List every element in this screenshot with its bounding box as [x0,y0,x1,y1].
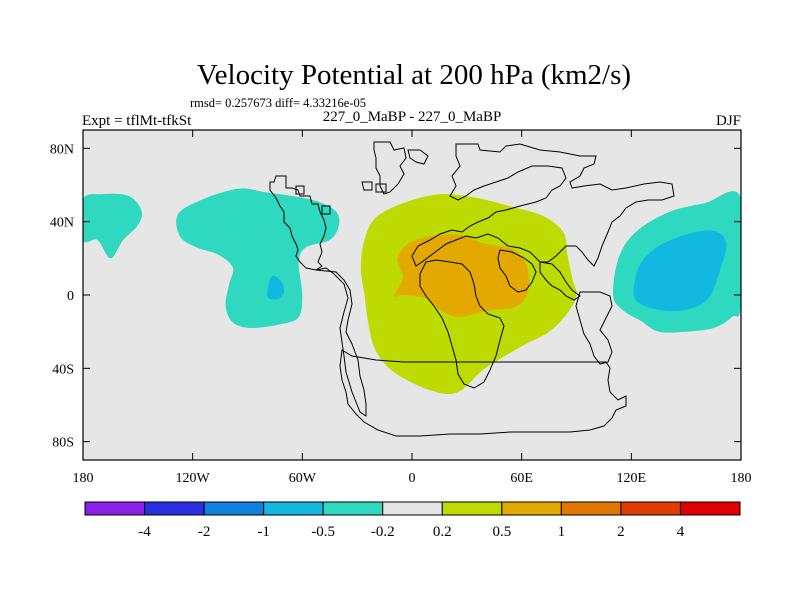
y-tick-label: 40S [52,362,74,377]
colorbar-swatch [84,501,146,516]
coastline-south-america [315,267,367,417]
x-tick-label: 180 [731,471,752,486]
y-axis: 80N 40N 0 40S 80S [50,142,741,451]
y-tick-label: 0 [67,289,74,304]
comparison-label: 227_0_MaBP - 227_0_MaBP [323,109,502,125]
colorbar-label: -0.2 [371,524,395,540]
colorbar-swatch [620,501,681,516]
coastline-eurasia [411,143,675,267]
coastline-arctic-islands [295,181,387,215]
colorbar-label: -2 [198,524,211,540]
x-tick-label: 120W [176,471,211,486]
colorbar-label: -0.5 [311,524,335,540]
colorbar-label: 2 [617,524,625,540]
colorbar-label: -1 [257,524,270,540]
season-label: DJF [716,113,741,129]
experiment-label: Expt = tflMt-tfkSt [82,113,192,129]
colorbar-label: 4 [677,524,685,540]
x-axis: 180 120W 60W 0 60E 120E 180 [73,130,752,486]
colorbar-swatch [322,501,384,516]
y-tick-label: 80N [50,142,74,157]
coastline-australia-antarctic [339,349,627,437]
colorbar-swatch [679,501,741,516]
x-tick-label: 180 [73,471,94,486]
coastline-greenland-east [407,149,429,165]
colorbar-swatch [501,501,562,516]
colorbar-label: -4 [138,524,151,540]
colorbar-label: 0.5 [492,524,511,540]
x-tick-label: 60W [289,471,317,486]
colorbar-label: 1 [558,524,566,540]
colorbar-swatch [441,501,503,516]
x-tick-label: 0 [409,471,416,486]
x-tick-label: 120E [617,471,647,486]
colorbar-label: 0.2 [433,524,452,540]
colorbar-swatch [263,501,324,516]
contour-region-pacific-east-neg [176,188,340,329]
coastline-north-america [269,175,327,271]
contour-fills [83,188,741,395]
y-tick-label: 80S [52,436,74,451]
x-tick-label: 60E [510,471,533,486]
colorbar-swatch [144,501,205,516]
stats-line: rmsd= 0.257673 diff= 4.33216e-05 [190,96,366,110]
coastline-southeast-asia [539,261,581,301]
colorbar: -4 -2 -1 -0.5 -0.2 0.2 0.5 1 2 4 [84,501,741,540]
coastline-africa [419,259,505,389]
chart-title: Velocity Potential at 200 hPa (km2/s) [197,59,631,91]
y-tick-label: 40N [50,216,74,231]
contour-region-pacific-west-neg [83,193,142,259]
coastline-greenland [373,141,407,195]
continent-outlines [269,141,675,437]
contour-region-west-pacific-core [633,230,727,312]
plot-area [82,129,742,461]
coastline-arabia-india [497,249,537,293]
colorbar-swatch [203,501,265,516]
colorbar-swatch [382,501,443,516]
contour-region-africa-asia-core [393,234,529,318]
contour-region-pacific-east-core [267,275,285,300]
colorbar-swatch [560,501,622,516]
coastline-maritime-continent [575,291,613,365]
